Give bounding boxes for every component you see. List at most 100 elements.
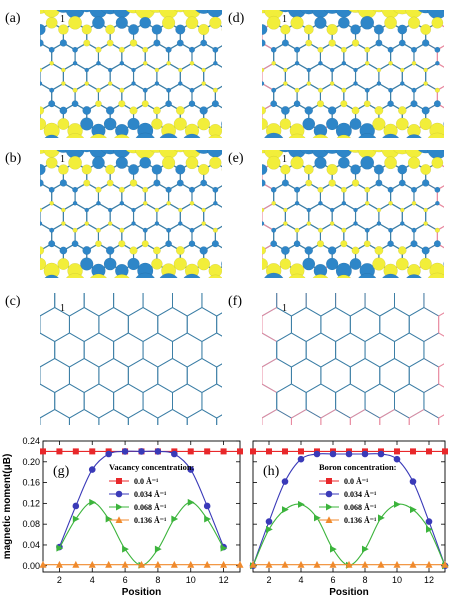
bond: [276, 435, 291, 444]
bond: [250, 185, 262, 192]
bond: [227, 104, 239, 111]
bond: [239, 224, 251, 231]
bond: [227, 244, 239, 251]
bond: [17, 3, 29, 10]
bond: [335, 358, 351, 368]
bond: [426, 3, 438, 10]
bond: [305, 383, 322, 393]
bond: [98, 325, 110, 332]
spin-down-sphere: [306, 207, 311, 213]
bond: [52, 345, 64, 352]
spin-down-sphere: [84, 207, 89, 213]
bond: [5, 325, 17, 332]
bond: [191, 62, 204, 71]
bond: [402, 325, 414, 332]
bond: [28, 205, 40, 212]
bond: [247, 282, 262, 291]
bond: [227, 246, 239, 253]
bond: [192, 144, 204, 151]
bond: [276, 537, 291, 546]
bond: [98, 143, 110, 150]
bond: [17, 124, 29, 131]
bond: [0, 282, 11, 291]
bond: [204, 284, 216, 291]
bond: [394, 307, 410, 317]
bond: [239, 124, 251, 131]
bond: [5, 225, 17, 232]
bond: [356, 144, 368, 151]
bond: [98, 284, 110, 291]
panel-f: (f) 1: [228, 282, 454, 470]
bond: [449, 264, 461, 271]
bond: [239, 144, 251, 151]
bond: [87, 143, 99, 150]
bond: [391, 284, 403, 291]
bond: [169, 143, 181, 150]
spin-up-sphere: [135, 10, 156, 20]
spin-up-sphere: [209, 16, 222, 29]
spin-down-sphere: [270, 46, 277, 53]
spin-up-sphere: [351, 106, 360, 115]
bond: [233, 384, 248, 393]
bond: [25, 282, 40, 291]
bond: [17, 185, 29, 192]
bond: [227, 386, 239, 393]
bond: [439, 461, 454, 470]
bond: [285, 345, 297, 352]
bond: [239, 225, 251, 232]
spin-up-sphere: [45, 156, 58, 169]
spin-up-sphere: [262, 258, 268, 270]
spin-up-sphere: [61, 81, 66, 86]
bond: [145, 3, 157, 10]
bond: [157, 144, 169, 151]
spin-down-sphere: [376, 81, 382, 86]
spin-up-sphere: [357, 150, 377, 159]
bond: [449, 284, 461, 291]
bond: [250, 144, 262, 151]
bond: [40, 366, 41, 367]
bond: [414, 325, 426, 332]
bond: [122, 325, 134, 332]
bond: [145, 365, 157, 372]
bond: [332, 305, 344, 312]
spin-down-sphere: [262, 24, 268, 35]
spin-down-sphere: [360, 155, 375, 170]
bond: [239, 104, 251, 111]
bond: [364, 332, 381, 342]
bond: [306, 282, 321, 291]
spin-up-sphere: [107, 221, 113, 226]
bond: [227, 63, 239, 70]
bond: [414, 325, 426, 332]
bond: [40, 124, 41, 125]
bond: [121, 62, 134, 71]
spin-up-sphere: [72, 87, 78, 93]
bond: [110, 3, 122, 10]
bond: [40, 307, 55, 317]
bond: [297, 365, 309, 372]
spin-up-sphere: [152, 106, 161, 115]
bond: [17, 225, 29, 232]
bond: [217, 486, 232, 495]
bond: [262, 144, 274, 151]
bond: [157, 325, 169, 332]
bond: [402, 284, 414, 291]
bond: [408, 358, 425, 368]
bond: [17, 284, 29, 291]
bond: [239, 63, 251, 70]
bond: [367, 345, 379, 352]
spin-down-sphere: [387, 46, 394, 53]
spin-up-sphere: [357, 10, 377, 19]
bond: [134, 325, 146, 332]
bond: [54, 332, 70, 342]
bond: [449, 365, 461, 372]
bond: [172, 332, 188, 342]
bond: [40, 345, 52, 352]
spin-down-sphere: [358, 133, 377, 138]
bond: [391, 325, 403, 332]
bond: [239, 144, 251, 151]
bond: [173, 486, 188, 495]
bond: [367, 284, 379, 291]
spin-down-sphere: [72, 186, 78, 193]
bond: [378, 202, 391, 211]
spin-up-sphere: [185, 16, 199, 30]
